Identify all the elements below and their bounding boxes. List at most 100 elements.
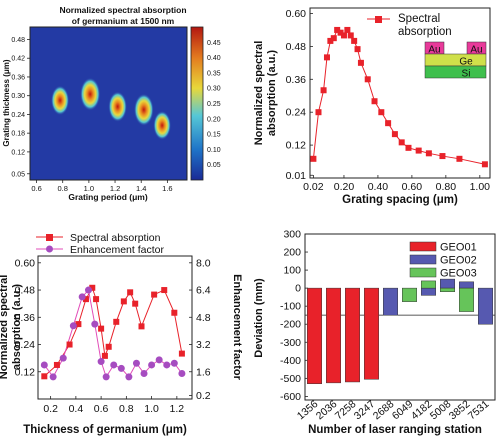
enhancement-data-point <box>69 322 77 330</box>
enhancement-data-point <box>140 369 148 377</box>
spacing-data-point <box>347 32 354 39</box>
deviation-bar-geo03 <box>459 287 474 312</box>
spacing-data-point <box>415 147 422 154</box>
heatmap-y-tick-label: 0.12 <box>11 149 25 156</box>
deviation-plot-area <box>304 233 496 401</box>
inset-label-au-right: Au <box>470 45 482 56</box>
heatmap-x-tick-label: 1.6 <box>162 184 172 193</box>
thickness-x-ticks: 0.2 0.4 0.6 0.8 1.0 1.2 <box>43 396 184 415</box>
spacing-data-point <box>354 46 361 53</box>
deviation-y-tick-label: -500 <box>280 373 301 385</box>
spacing-x-tick-label: 0.80 <box>436 181 457 193</box>
thickness-y2-axis-label: Enhancement factor <box>231 274 243 380</box>
deviation-bar-geo02 <box>383 287 398 316</box>
legend-square-marker <box>46 234 53 241</box>
legend-square-marker <box>375 16 382 23</box>
thickness-x-tick-label: 0.8 <box>119 403 134 415</box>
thickness-right-y-tick-label: 8.0 <box>196 257 211 269</box>
spacing-chart-panel: 0.02 0.20 0.40 0.60 0.80 1.00 0.01 0.12 0.24 0.3… <box>253 7 491 206</box>
heatmap-colorbar <box>190 26 204 181</box>
enhancement-data-point <box>102 373 110 381</box>
heatmap-y-tick-label: 0.42 <box>11 56 25 63</box>
spacing-x-tick-label: 0.40 <box>368 181 389 193</box>
enhancement-data-point <box>155 356 163 364</box>
heatmap-colorbar-tick-label: 0.15 <box>207 132 221 139</box>
inset-label-au-left: Au <box>428 45 440 56</box>
inset-label-si: Si <box>462 69 471 80</box>
spacing-data-point <box>391 131 398 138</box>
deviation-bar-geo03 <box>402 287 417 302</box>
thickness-x-tick-label: 0.4 <box>69 403 84 415</box>
thickness-chart-panel: Spectral absorption Enhancement factor 0… <box>0 232 243 436</box>
absorption-data-point <box>151 291 158 298</box>
heatmap-x-ticks: 0.6 0.8 1.0 1.2 1.4 1.6 <box>31 180 173 193</box>
deviation-legend-swatch <box>409 254 437 265</box>
deviation-bar-geo02 <box>478 287 493 325</box>
absorption-data-point <box>120 298 127 305</box>
spacing-data-point <box>310 155 317 162</box>
spacing-data-point <box>351 37 358 44</box>
heatmap-hotspot <box>108 91 127 122</box>
heatmap-hotspot <box>153 110 171 140</box>
heatmap-title-line2: of germanium at 1500 nm <box>72 16 175 26</box>
deviation-bar-geo02 <box>459 281 474 289</box>
spacing-data-point <box>327 37 334 44</box>
spacing-y-axis-label-line1: Normalized spectral <box>253 41 265 146</box>
spacing-data-point <box>425 150 432 157</box>
enhancement-data-point <box>84 286 92 294</box>
spacing-x-axis-label: Grating spacing (μm) <box>342 194 458 206</box>
spacing-data-point <box>405 144 412 151</box>
heatmap-x-tick-label: 0.6 <box>31 184 41 193</box>
heatmap-colorbar-tick-label: 0.40 <box>207 55 221 62</box>
heatmap-y-axis-label: Grating thickness (μm) <box>2 59 11 146</box>
absorption-data-point <box>75 321 82 328</box>
spacing-legend-line1: Spectral <box>398 13 440 25</box>
enhancement-data-point <box>148 361 156 369</box>
heatmap-y-tick-label: 0.48 <box>11 37 25 44</box>
thickness-left-y-tick-label: 0.12 <box>15 366 36 378</box>
thickness-legend-absorption: Spectral absorption <box>70 232 161 244</box>
deviation-legend-label: GEO01 <box>440 242 477 254</box>
heatmap-x-axis-label: Grating period (μm) <box>68 192 148 202</box>
absorption-data-point <box>101 352 108 359</box>
deviation-bar-geo01 <box>307 287 322 385</box>
deviation-bar-geo03 <box>440 287 455 292</box>
deviation-bar-geo01 <box>364 287 379 380</box>
heatmap-hotspot <box>80 77 101 111</box>
thickness-left-y-tick-label: 0.36 <box>15 312 36 324</box>
heatmap-colorbar-tick-label: 0.10 <box>207 147 221 154</box>
thickness-legend: Spectral absorption Enhancement factor <box>36 232 164 256</box>
heatmap-colorbar-ticks: 0.05 0.10 0.15 0.20 0.25 0.30 0.35 0.40 0.45 <box>207 40 221 169</box>
thickness-x-tick-label: 0.6 <box>94 403 109 415</box>
inset-ge-layer <box>424 53 487 67</box>
enhancement-data-point <box>163 361 171 369</box>
deviation-bar-geo02 <box>440 278 455 289</box>
absorption-data-point <box>171 309 178 316</box>
spacing-y-axis-label-line2: absorption (a.u.) <box>266 50 278 137</box>
thickness-x-axis-label: Thickness of germanium (μm) <box>23 424 187 436</box>
deviation-legend-swatch <box>409 267 437 278</box>
spacing-data-point <box>323 54 330 61</box>
spacing-data-point <box>378 109 385 116</box>
heatmap-hotspot <box>51 85 70 116</box>
absorption-data-point <box>105 343 112 350</box>
spacing-data-point <box>385 120 392 127</box>
spacing-y-tick-label: 0.12 <box>286 140 307 152</box>
heatmap-y-tick-label: 0.18 <box>11 131 25 138</box>
spacing-data-point <box>320 87 327 94</box>
absorption-data-point <box>98 325 105 332</box>
inset-si-layer <box>424 65 487 79</box>
spacing-y-tick-label: 0.60 <box>286 8 307 20</box>
thickness-right-y-tick-label: 1.6 <box>196 366 211 378</box>
absorption-data-point <box>127 289 134 296</box>
heatmap-colorbar-tick-label: 0.20 <box>207 116 221 123</box>
heatmap-colorbar-tick-label: 0.35 <box>207 70 221 77</box>
absorption-data-point <box>161 287 168 294</box>
enhancement-data-point <box>59 354 67 362</box>
heatmap-title-line1: Normalized spectral absorption <box>59 5 186 15</box>
spacing-data-point <box>371 98 378 105</box>
deviation-bars <box>307 278 493 385</box>
deviation-y-tick-label: -100 <box>280 301 301 313</box>
spacing-x-tick-label: 0.20 <box>334 181 355 193</box>
